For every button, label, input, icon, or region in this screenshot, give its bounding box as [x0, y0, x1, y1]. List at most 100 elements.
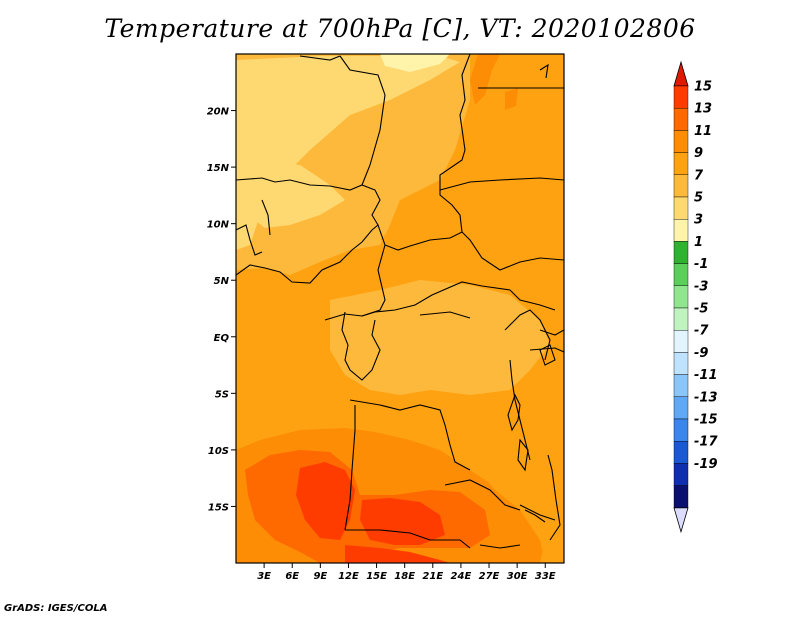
- field-region-15c-south: [345, 545, 450, 563]
- border-path: [439, 177, 564, 191]
- colorbar-level-label: 7: [694, 168, 704, 183]
- lake-outline: [539, 344, 556, 366]
- country-borders: [236, 54, 564, 549]
- colorbar-level-label: 13: [694, 102, 712, 117]
- lon-tick-label: 12E: [338, 571, 359, 582]
- border-path: [547, 454, 561, 541]
- colorbar-level-label: -7: [694, 324, 709, 339]
- colorbar-segment: [673, 352, 689, 375]
- border-path: [444, 479, 521, 511]
- colorbar-segment: [673, 396, 689, 420]
- lat-tick-label: 15S: [208, 502, 229, 513]
- lon-tick-label: 21E: [422, 571, 443, 582]
- colorbar-level-label: -5: [694, 302, 708, 317]
- border-path: [344, 405, 356, 531]
- lon-tick-label: 27E: [479, 571, 500, 582]
- lat-tick-label: 10N: [207, 220, 230, 231]
- lon-tick-label: 9E: [313, 571, 327, 582]
- field-region-5c-north: [236, 56, 460, 250]
- border-path: [504, 309, 551, 361]
- lat-tick-label: 5S: [215, 389, 229, 400]
- field-region-9c-southeast: [470, 455, 564, 563]
- colorbar-segment: [673, 374, 689, 398]
- colorbar-level-label: -1: [694, 257, 708, 272]
- lat-tick-label: 10S: [208, 446, 229, 457]
- colorbar-segment: [673, 463, 689, 486]
- colorbar-segment: [673, 130, 689, 153]
- longitude-axis: 3E 6E 9E 12E 15E 18E 21E 24E 27E 30E 33E: [257, 563, 556, 582]
- border-path: [519, 504, 556, 521]
- colorbar-segment: [673, 263, 689, 287]
- lake-outline: [419, 311, 471, 319]
- colorbar-level-label: 9: [694, 146, 703, 161]
- border-path: [349, 399, 471, 471]
- colorbar-level-label: 5: [694, 191, 703, 206]
- colorbar-segment: [673, 285, 689, 309]
- colorbar-segment: [673, 196, 689, 220]
- colorbar-segment: [673, 241, 689, 264]
- lon-tick-label: 3E: [257, 571, 271, 582]
- border-path: [509, 359, 531, 461]
- border-path: [236, 224, 564, 284]
- colorbar-segment: [673, 107, 689, 131]
- colorbar-segment: [673, 418, 689, 442]
- colorbar-top-arrow: [673, 60, 689, 87]
- lon-tick-label: 15E: [366, 571, 387, 582]
- chart-title: Temperature at 700hPa [C], VT: 202010280…: [104, 14, 696, 43]
- colorbar-segment: [673, 85, 689, 109]
- lon-tick-label: 30E: [507, 571, 528, 582]
- colorbar-segment: [673, 307, 689, 331]
- field-region-5c-west: [248, 160, 345, 228]
- border-path: [529, 347, 564, 353]
- border-path: [341, 311, 381, 381]
- colorbar-segment: [673, 330, 689, 353]
- lon-tick-label: 24E: [451, 571, 472, 582]
- lat-tick-label: 5N: [214, 276, 230, 287]
- border-path: [324, 281, 556, 321]
- colorbar-level-label: -3: [694, 279, 708, 294]
- lake-outline: [524, 509, 546, 523]
- colorbar-segment: [673, 152, 689, 176]
- lake-outline: [539, 63, 549, 79]
- border-path: [261, 199, 271, 236]
- colorbar-level-label: 11: [694, 124, 712, 139]
- border-path: [479, 544, 521, 549]
- colorbar-segment: [673, 218, 689, 242]
- lon-tick-label: 33E: [535, 571, 556, 582]
- field-region-7c-central: [330, 280, 550, 395]
- border-path: [339, 55, 386, 186]
- border-path: [439, 54, 471, 233]
- field-region-3c-top: [380, 54, 450, 72]
- colorbar-level-label: -13: [694, 390, 718, 405]
- colorbar-segment: [673, 174, 689, 198]
- colorbar-level-label: -19: [694, 457, 718, 472]
- lon-tick-label: 18E: [394, 571, 415, 582]
- lon-tick-label: 6E: [285, 571, 299, 582]
- colorbar-segment: [673, 485, 689, 509]
- lat-tick-label: EQ: [214, 333, 230, 344]
- map-frame: [235, 53, 565, 564]
- border-path: [236, 177, 381, 226]
- border-path: [345, 529, 471, 549]
- field-region-15c-core: [296, 462, 355, 540]
- field-region-11c-ne-edge: [505, 88, 518, 110]
- colorbar-level-label: -17: [694, 435, 718, 450]
- lat-tick-label: 15N: [207, 163, 230, 174]
- colorbar-segment: [673, 441, 689, 464]
- field-region-11c-north-east: [470, 54, 500, 105]
- field-region-15c-core-2: [360, 498, 445, 545]
- lake-outline: [517, 438, 529, 472]
- latitude-axis: 20N 15N 10N 5N EQ 5S 10S 15S: [207, 107, 236, 513]
- colorbar-level-label: 15: [694, 80, 712, 95]
- lake-outline: [507, 393, 521, 432]
- border-path: [299, 55, 341, 61]
- border-path: [236, 224, 263, 256]
- border-path: [539, 329, 564, 336]
- colorbar-level-label: -11: [694, 368, 718, 383]
- colorbar-level-label: -9: [694, 346, 708, 361]
- colorbar-level-label: 3: [694, 213, 703, 228]
- colorbar-bottom-arrow: [673, 507, 689, 534]
- field-region-9c-east: [380, 54, 564, 280]
- colorbar-level-label: -15: [694, 413, 718, 428]
